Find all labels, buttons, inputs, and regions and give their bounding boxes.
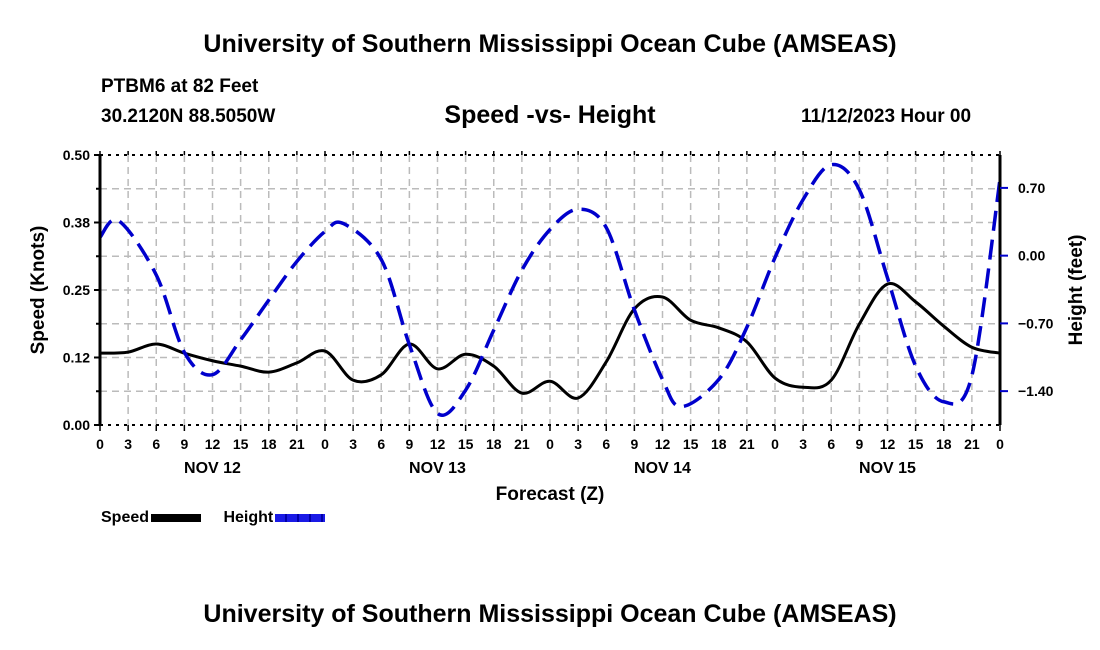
x-tick-label: 15	[458, 436, 474, 452]
y2-tick-label: −1.40	[1018, 383, 1054, 399]
x-tick-label: 6	[602, 436, 610, 452]
coordinates-label: 30.2120N 88.5050W	[101, 106, 276, 127]
x-tick-label: 21	[964, 436, 980, 452]
legend-item-height: Height	[223, 509, 326, 527]
x-tick-label: 3	[349, 436, 357, 452]
x-tick-label: 0	[96, 436, 104, 452]
x-tick-label: 21	[289, 436, 305, 452]
series-line-speed	[99, 281, 1001, 400]
x-tick-label: 3	[124, 436, 132, 452]
x-tick-label: 6	[152, 436, 160, 452]
y-tick-label: 0.25	[63, 282, 90, 298]
forecast-datetime: 11/12/2023 Hour 00	[801, 106, 972, 127]
series-layer	[98, 162, 1002, 417]
x-tick-label: 0	[996, 436, 1004, 452]
chart-subtitle: Speed -vs- Height	[444, 101, 656, 129]
x-tick-label: 21	[514, 436, 530, 452]
x-tick-label: 0	[546, 436, 554, 452]
y-tick-label: 0.50	[63, 147, 90, 163]
legend: Speed Height	[101, 509, 343, 527]
chart-main-title: University of Southern Mississippi Ocean…	[203, 30, 897, 58]
x-tick-label: 18	[936, 436, 952, 452]
x-tick-label: 15	[233, 436, 249, 452]
x-tick-label: 6	[827, 436, 835, 452]
y-tick-label: 0.38	[63, 215, 90, 231]
x-tick-label: 21	[739, 436, 755, 452]
grid-lines	[99, 155, 1001, 425]
x-tick-label: 9	[855, 436, 863, 452]
x-day-label: NOV 15	[859, 460, 916, 477]
footer-title: University of Southern Mississippi Ocean…	[203, 600, 897, 628]
x-tick-label: 3	[799, 436, 807, 452]
x-day-label: NOV 12	[184, 460, 241, 477]
x-day-label: NOV 13	[409, 460, 466, 477]
legend-item-speed: Speed	[101, 509, 202, 527]
x-tick-label: 0	[321, 436, 329, 452]
x-tick-label: 9	[180, 436, 188, 452]
y-tick-label: 0.12	[63, 350, 90, 366]
axes-layer: 0.50 0.38 0.25 0.12 0.00 0.70 0.00 −0.70 −1.40 0 3…	[63, 147, 1054, 477]
x-tick-label: 3	[574, 436, 582, 452]
legend-label-height: Height	[223, 509, 274, 526]
x-tick-label: 9	[630, 436, 638, 452]
x-tick-label: 15	[908, 436, 924, 452]
y-tick-label: 0.00	[63, 417, 90, 433]
y2-tick-label: −0.70	[1018, 315, 1054, 331]
station-label: PTBM6 at 82 Feet	[101, 76, 259, 97]
x-tick-label: 12	[205, 436, 221, 452]
y2-axis-title: Height (feet)	[1066, 235, 1087, 346]
x-day-label: NOV 14	[634, 460, 691, 477]
x-tick-label: 6	[377, 436, 385, 452]
x-tick-label: 12	[430, 436, 446, 452]
x-tick-label: 12	[655, 436, 671, 452]
x-tick-label: 0	[771, 436, 779, 452]
y2-tick-label: 0.70	[1018, 180, 1045, 196]
x-axis-title: Forecast (Z)	[496, 484, 605, 505]
y-axis-title: Speed (Knots)	[28, 226, 49, 355]
x-tick-label: 18	[486, 436, 502, 452]
x-tick-label: 9	[405, 436, 413, 452]
series-line-height	[98, 162, 1002, 417]
x-tick-label: 18	[261, 436, 277, 452]
x-tick-label: 12	[880, 436, 896, 452]
legend-swatch-height	[275, 514, 326, 522]
legend-label-speed: Speed	[101, 509, 150, 526]
x-tick-label: 15	[683, 436, 699, 452]
x-tick-label: 18	[711, 436, 727, 452]
legend-swatch-speed	[151, 514, 202, 522]
y2-tick-label: 0.00	[1018, 248, 1045, 264]
